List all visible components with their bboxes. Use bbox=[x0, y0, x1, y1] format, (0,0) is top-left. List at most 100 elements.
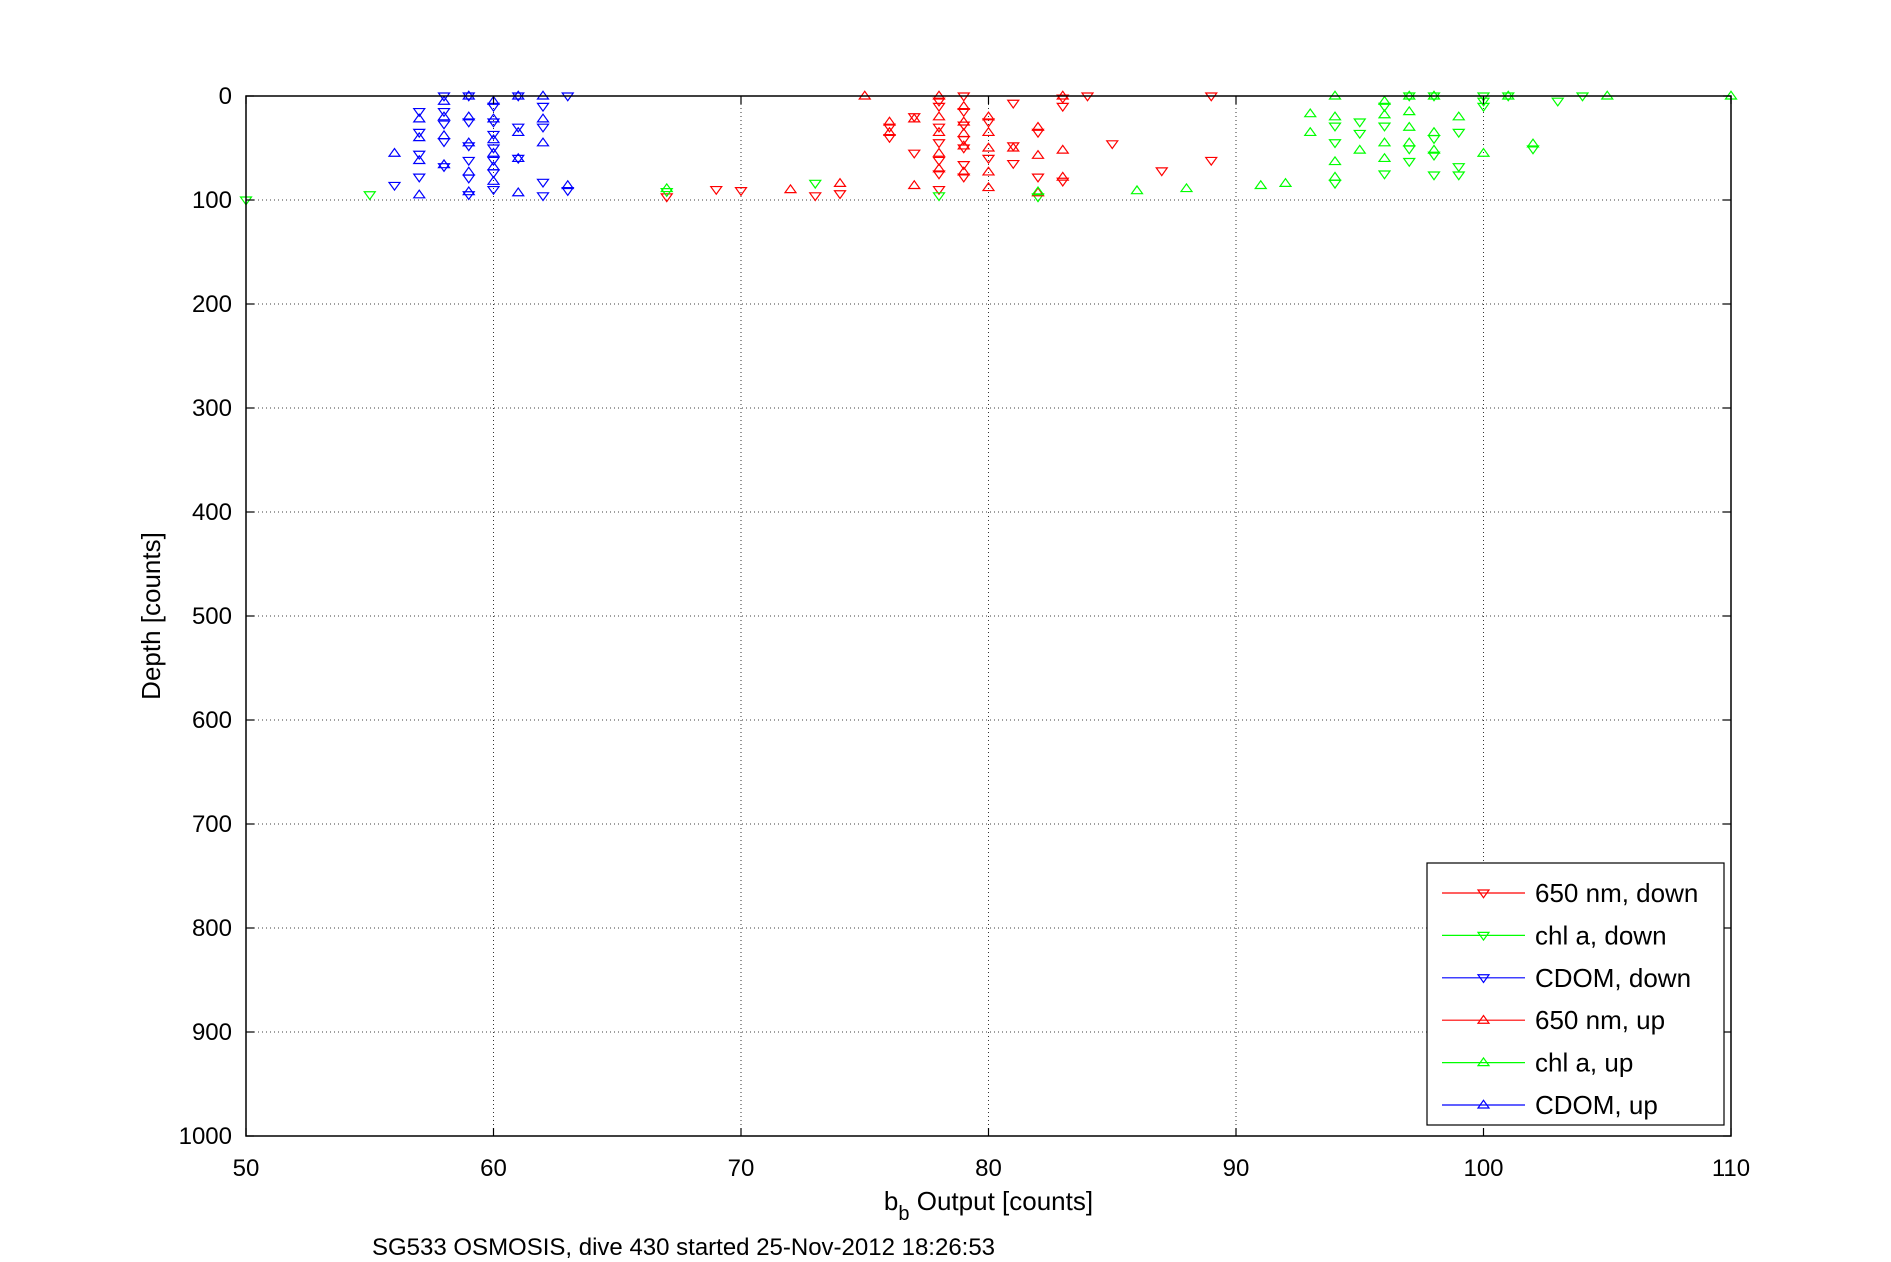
x-tick-label: 50 bbox=[233, 1155, 260, 1182]
data-point bbox=[932, 126, 946, 137]
data-point bbox=[1056, 90, 1070, 100]
data-point bbox=[511, 123, 525, 133]
data-point bbox=[536, 113, 550, 123]
legend-box bbox=[1426, 862, 1725, 1126]
data-point bbox=[1353, 144, 1367, 154]
data-point bbox=[1155, 167, 1169, 177]
data-point bbox=[932, 147, 946, 157]
x-axis-label-main: b bbox=[884, 1186, 898, 1216]
y-tick-label: 600 bbox=[192, 707, 232, 734]
y-tick-label: 1000 bbox=[179, 1123, 232, 1150]
data-point bbox=[437, 120, 451, 130]
data-point bbox=[882, 133, 897, 144]
data-point bbox=[882, 126, 897, 137]
data-point bbox=[486, 133, 501, 144]
data-point bbox=[1328, 139, 1342, 149]
data-point bbox=[932, 90, 946, 100]
data-point bbox=[907, 179, 921, 190]
legend-marker bbox=[1476, 1014, 1491, 1024]
data-point bbox=[1402, 90, 1416, 100]
data-point bbox=[412, 173, 426, 183]
data-point bbox=[981, 126, 996, 137]
axis-ticks: 50 60 70 80 90 100 110 0 100 200 300 400 500 600 700 80… bbox=[179, 83, 1751, 1182]
data-point bbox=[511, 187, 525, 197]
data-point bbox=[511, 90, 525, 100]
data-point bbox=[1303, 107, 1317, 118]
data-point bbox=[957, 100, 971, 111]
legend-marker bbox=[1476, 1056, 1491, 1067]
data-point bbox=[1056, 144, 1070, 154]
x-axis-label-subscript: b bbox=[898, 1203, 909, 1225]
data-point bbox=[1328, 111, 1342, 121]
series-0 bbox=[660, 92, 1218, 203]
legend-marker bbox=[1476, 974, 1491, 984]
data-point bbox=[709, 185, 723, 196]
data-point bbox=[1452, 171, 1466, 181]
data-point bbox=[511, 126, 525, 137]
legend-marker bbox=[1476, 1099, 1491, 1109]
data-point bbox=[957, 173, 971, 183]
data-point bbox=[932, 97, 946, 107]
data-point bbox=[412, 189, 426, 199]
data-point bbox=[957, 161, 971, 171]
legend-entry: 650 nm, down bbox=[1442, 878, 1698, 908]
data-point bbox=[957, 140, 971, 150]
x-tick-label: 60 bbox=[480, 1155, 507, 1182]
data-point bbox=[486, 185, 501, 196]
data-point bbox=[486, 118, 501, 128]
x-tick-label: 110 bbox=[1712, 1155, 1750, 1182]
legend-entry: 650 nm, up bbox=[1442, 1005, 1665, 1035]
data-point bbox=[1080, 92, 1095, 102]
x-tick-label: 100 bbox=[1463, 1155, 1503, 1182]
data-point bbox=[734, 187, 748, 197]
data-point bbox=[437, 107, 451, 118]
data-point bbox=[437, 111, 451, 121]
data-point bbox=[808, 179, 822, 190]
data-point bbox=[462, 156, 476, 167]
data-point bbox=[981, 142, 996, 152]
data-point bbox=[1031, 121, 1045, 131]
x-tick-label: 80 bbox=[975, 1155, 1002, 1182]
data-point bbox=[957, 92, 971, 102]
data-point bbox=[511, 92, 525, 102]
legend-label: CDOM, up bbox=[1535, 1090, 1658, 1120]
data-point bbox=[536, 90, 550, 100]
data-point bbox=[1031, 187, 1045, 197]
legend-entry: CDOM, down bbox=[1442, 963, 1691, 993]
data-point bbox=[1575, 92, 1590, 102]
data-point bbox=[412, 150, 426, 160]
data-point bbox=[1427, 92, 1441, 102]
data-point bbox=[412, 113, 426, 123]
data-point bbox=[907, 149, 921, 159]
data-point bbox=[486, 147, 501, 157]
data-point bbox=[1105, 140, 1119, 150]
data-point bbox=[1551, 97, 1565, 107]
data-point bbox=[1402, 157, 1416, 168]
series-3 bbox=[783, 90, 1070, 197]
data-point bbox=[363, 191, 377, 201]
data-point bbox=[1427, 171, 1441, 181]
legend-entry: CDOM, up bbox=[1442, 1090, 1658, 1120]
data-point bbox=[1204, 92, 1218, 102]
y-tick-label: 500 bbox=[192, 603, 232, 630]
x-axis-label-rest: Output [counts] bbox=[910, 1186, 1094, 1216]
data-point bbox=[1402, 137, 1416, 147]
data-point bbox=[561, 92, 575, 102]
data-point bbox=[932, 170, 946, 180]
data-point bbox=[1377, 137, 1392, 147]
data-point bbox=[1056, 177, 1070, 187]
x-tick-label: 70 bbox=[728, 1155, 755, 1182]
data-point bbox=[660, 182, 674, 193]
data-point bbox=[1452, 128, 1466, 139]
data-point bbox=[1328, 155, 1342, 166]
data-point bbox=[932, 139, 946, 149]
data-point bbox=[536, 192, 550, 202]
data-point bbox=[858, 90, 872, 100]
data-point bbox=[957, 116, 971, 126]
data-point bbox=[412, 107, 426, 118]
data-point bbox=[1254, 179, 1268, 190]
data-point bbox=[1402, 121, 1416, 131]
data-point bbox=[1427, 151, 1441, 161]
data-point bbox=[932, 192, 946, 202]
data-point bbox=[1179, 182, 1194, 193]
